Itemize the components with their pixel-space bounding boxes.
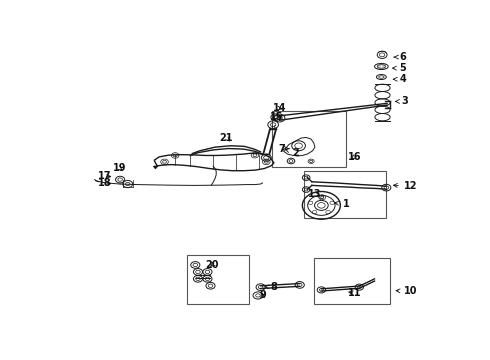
Text: 19: 19 [113, 163, 126, 174]
Text: 2: 2 [286, 148, 299, 158]
Bar [187, 255, 249, 304]
Text: 18: 18 [98, 178, 112, 188]
Bar [304, 171, 386, 218]
Text: 13: 13 [308, 189, 321, 199]
Text: 4: 4 [393, 74, 406, 84]
Text: 20: 20 [206, 260, 219, 270]
Text: 3: 3 [395, 96, 408, 107]
Text: 9: 9 [259, 291, 266, 301]
Text: 8: 8 [265, 282, 277, 292]
Bar [314, 258, 390, 304]
Text: 16: 16 [348, 152, 361, 162]
Text: 5: 5 [392, 63, 406, 73]
Text: 15: 15 [270, 112, 283, 122]
Text: 10: 10 [396, 286, 417, 296]
Text: 12: 12 [393, 181, 417, 191]
Text: 6: 6 [394, 52, 406, 62]
Text: 21: 21 [220, 133, 233, 143]
Text: 14: 14 [272, 103, 286, 113]
Bar [272, 111, 346, 167]
Text: 1: 1 [335, 199, 349, 209]
Text: 11: 11 [348, 288, 362, 298]
Text: 17: 17 [98, 171, 112, 181]
Text: 7: 7 [278, 144, 288, 153]
